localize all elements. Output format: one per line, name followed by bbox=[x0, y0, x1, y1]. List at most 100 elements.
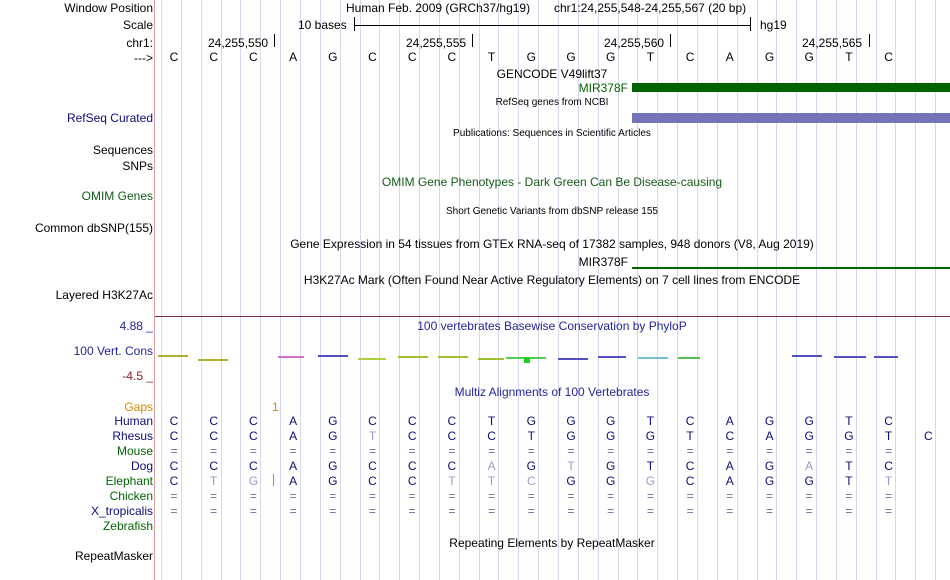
aligned-base: = bbox=[408, 489, 416, 503]
aligned-base: = bbox=[726, 489, 734, 503]
refseq-gene-bar[interactable] bbox=[632, 113, 950, 123]
aligned-base: = bbox=[368, 444, 376, 458]
grid-line bbox=[915, 0, 917, 580]
grid-line bbox=[816, 0, 818, 580]
gap-marker bbox=[273, 474, 274, 486]
species-label[interactable]: Elephant bbox=[105, 474, 153, 488]
aligned-base: = bbox=[210, 504, 218, 518]
reference-base: G bbox=[566, 50, 576, 64]
aligned-base: C bbox=[923, 429, 933, 443]
repeatmasker-label[interactable]: RepeatMasker bbox=[74, 549, 153, 563]
omim-genes-label[interactable]: OMIM Genes bbox=[81, 189, 153, 203]
common-dbsnp-label[interactable]: Common dbSNP(155) bbox=[34, 221, 153, 235]
grid-line bbox=[577, 0, 579, 580]
position-tick bbox=[869, 34, 870, 47]
species-label[interactable]: X_tropicalis bbox=[90, 504, 153, 518]
aligned-base: G bbox=[844, 429, 854, 443]
aligned-base: = bbox=[289, 504, 297, 518]
gaps-value: 1 bbox=[272, 400, 279, 414]
aligned-base: = bbox=[885, 504, 893, 518]
aligned-base: G bbox=[606, 429, 616, 443]
conservation-mark bbox=[358, 358, 386, 360]
aligned-base: G bbox=[804, 474, 814, 488]
grid-line bbox=[756, 0, 758, 580]
gencode-gene-label[interactable]: MIR378F bbox=[578, 81, 628, 95]
species-label[interactable]: Zebrafish bbox=[102, 519, 153, 533]
reference-base: C bbox=[685, 50, 695, 64]
grid-line bbox=[518, 0, 520, 580]
species-label[interactable]: Mouse bbox=[116, 444, 153, 458]
aligned-base: C bbox=[685, 414, 695, 428]
reference-base: T bbox=[487, 50, 496, 64]
aligned-base: G bbox=[328, 459, 338, 473]
grid-line bbox=[458, 0, 460, 580]
aligned-base: = bbox=[567, 504, 575, 518]
grid-line bbox=[220, 0, 222, 580]
aligned-base: C bbox=[209, 414, 219, 428]
position-tick-label: 24,255,560 bbox=[604, 36, 665, 50]
aligned-base: A bbox=[725, 414, 734, 428]
reference-base: G bbox=[804, 50, 814, 64]
aligned-base: T bbox=[845, 459, 853, 473]
aligned-base: G bbox=[645, 474, 656, 488]
grid-line bbox=[260, 0, 262, 580]
aligned-base: T bbox=[567, 459, 575, 473]
aligned-base: = bbox=[607, 504, 615, 518]
species-label[interactable]: Chicken bbox=[109, 489, 153, 503]
aligned-base: A bbox=[725, 474, 734, 488]
grid-line bbox=[538, 0, 540, 580]
aligned-base: C bbox=[447, 459, 457, 473]
aligned-base: = bbox=[448, 444, 456, 458]
aligned-base: G bbox=[566, 429, 576, 443]
aligned-base: C bbox=[368, 414, 377, 428]
strand-arrow-label[interactable]: ---> bbox=[134, 51, 153, 65]
grid-line bbox=[399, 0, 401, 580]
grid-line bbox=[716, 0, 718, 580]
grid-line bbox=[776, 0, 778, 580]
aligned-base: = bbox=[607, 444, 615, 458]
refseq-track-title: RefSeq genes from NCBI bbox=[495, 97, 609, 108]
reference-base: G bbox=[526, 50, 536, 64]
grid-line bbox=[498, 0, 500, 580]
aligned-base: G bbox=[606, 414, 616, 428]
conservation-peak-mark bbox=[524, 357, 530, 363]
repeatmasker-track-title: Repeating Elements by RepeatMasker bbox=[449, 536, 655, 550]
aligned-base: C bbox=[209, 429, 219, 443]
species-label[interactable]: Human bbox=[114, 414, 153, 428]
grid-line bbox=[478, 0, 480, 580]
conservation-mark bbox=[792, 355, 822, 357]
refseq-curated-label[interactable]: RefSeq Curated bbox=[66, 111, 153, 125]
vert-cons-label[interactable]: 100 Vert. Cons bbox=[73, 344, 153, 358]
aligned-base: A bbox=[289, 474, 298, 488]
h3k27ac-track-title: H3K27Ac Mark (Often Found Near Active Re… bbox=[303, 273, 801, 287]
track-separator-line bbox=[155, 316, 950, 317]
snps-label[interactable]: SNPs bbox=[122, 159, 153, 173]
window-position-label: Window Position bbox=[64, 1, 153, 15]
conservation-mark bbox=[398, 356, 428, 358]
aligned-base: T bbox=[845, 414, 853, 428]
aligned-base: C bbox=[368, 474, 377, 488]
aligned-base: C bbox=[487, 429, 496, 443]
reference-base: A bbox=[725, 50, 734, 64]
aligned-base: C bbox=[447, 429, 457, 443]
aligned-base: = bbox=[726, 444, 734, 458]
publications-track-title: Publications: Sequences in Scientific Ar… bbox=[453, 128, 651, 139]
gtex-gene-bar[interactable] bbox=[632, 267, 950, 269]
grid-line bbox=[597, 0, 599, 580]
aligned-base: = bbox=[567, 444, 575, 458]
aligned-base: C bbox=[526, 474, 536, 488]
gaps-label[interactable]: Gaps bbox=[124, 400, 153, 414]
species-label[interactable]: Dog bbox=[130, 459, 153, 473]
aligned-base: A bbox=[725, 459, 734, 473]
gencode-gene-bar[interactable] bbox=[632, 83, 950, 92]
sequences-label[interactable]: Sequences bbox=[92, 143, 153, 157]
conservation-mark bbox=[478, 358, 504, 360]
conservation-mark bbox=[598, 356, 626, 358]
layered-h3k27ac-label[interactable]: Layered H3K27Ac bbox=[55, 288, 153, 302]
aligned-base: = bbox=[249, 444, 257, 458]
aligned-base: = bbox=[527, 489, 535, 503]
species-label[interactable]: Rhesus bbox=[112, 429, 153, 443]
aligned-base: = bbox=[607, 489, 615, 503]
gtex-gene-label[interactable]: MIR378F bbox=[578, 255, 628, 269]
